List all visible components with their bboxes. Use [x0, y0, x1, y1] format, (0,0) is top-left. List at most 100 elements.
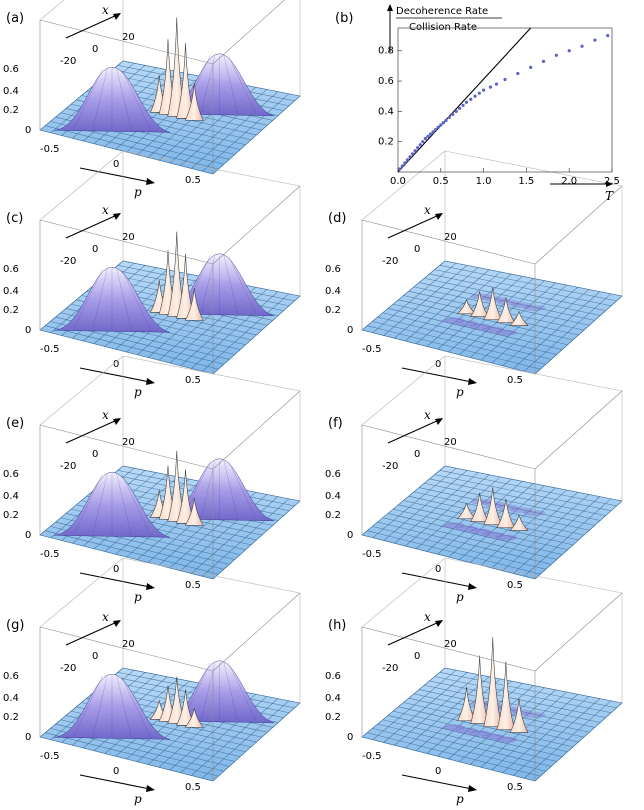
p-axis-arrowhead — [146, 378, 155, 385]
z-tick-label: 0.6 — [325, 264, 341, 275]
y-axis-arrowhead — [387, 4, 393, 11]
p-tick-label: -0.5 — [362, 751, 382, 762]
panel-e: (e) 0.6 0.4 0.2 0 20 0 -20 -0.5 0 0.5 x p — [3, 355, 301, 604]
p-tick-label: 0 — [113, 766, 119, 777]
y-tick-label: 0.4 — [378, 106, 394, 117]
x-axis-arrow — [65, 14, 118, 39]
data-point — [418, 143, 422, 147]
gaussian-hump-back — [164, 253, 275, 317]
p-axis-arrowhead — [468, 378, 477, 385]
x-axis-arrowhead — [113, 620, 121, 627]
data-point — [413, 149, 417, 153]
panel-f: (f) 0.6 0.4 0.2 0 20 0 -20 -0.5 0 0.5 x p — [325, 355, 623, 604]
x-tick-label: 20 — [122, 639, 135, 650]
y-tick-label: 0.6 — [378, 76, 394, 87]
z-tick-label: 0.4 — [3, 286, 19, 297]
p-axis-name: p — [456, 385, 464, 399]
data-point — [454, 109, 458, 113]
data-point — [606, 33, 610, 38]
x-axis-arrow — [65, 419, 118, 444]
data-point — [410, 152, 415, 156]
p-axis-arrow — [79, 774, 151, 790]
gaussian-hump-front — [53, 674, 171, 740]
x-axis-arrow — [387, 621, 440, 646]
z-tick-label: 0.2 — [3, 305, 19, 316]
x-axis-arrowhead — [113, 418, 121, 425]
p-tick-label: 0.5 — [507, 375, 523, 386]
p-tick-label: -0.5 — [40, 344, 60, 355]
x-tick-label: -20 — [382, 461, 398, 472]
z-tick-label: 0.2 — [3, 105, 19, 116]
data-point — [482, 88, 486, 92]
p-axis-arrowhead — [468, 583, 477, 590]
bounding-box-front — [361, 185, 623, 374]
data-point — [439, 123, 443, 127]
data-point — [408, 155, 412, 159]
z-tick-label: 0.6 — [3, 64, 19, 75]
gaussian-hump-front — [53, 472, 171, 538]
p-axis-arrow — [401, 774, 473, 790]
p-tick-label: -0.5 — [362, 549, 382, 560]
z-tick-label: 0.6 — [3, 264, 19, 275]
panel-h: (h) 0.6 0.4 0.2 0 20 0 -20 -0.5 0 0.5 x p — [325, 557, 623, 806]
interference-fringes — [442, 487, 546, 541]
x-tick-label: 0 — [92, 244, 98, 255]
z-tick-label: 0 — [25, 125, 31, 136]
x-tick-label: -20 — [382, 256, 398, 267]
panel-label-b: (b) — [335, 11, 353, 26]
p-tick-label: -0.5 — [40, 144, 60, 155]
reference-line — [397, 27, 532, 173]
z-tick-label: 0.6 — [3, 469, 19, 480]
data-point — [436, 125, 440, 129]
bounding-box-back — [361, 150, 623, 296]
data-point — [451, 112, 455, 116]
z-tick-label: 0 — [25, 732, 31, 743]
x-tick-label: 20 — [444, 437, 457, 448]
z-tick-label: 0.4 — [3, 86, 19, 97]
x-tick-label: 20 — [444, 639, 457, 650]
data-point — [488, 85, 493, 89]
data-point — [398, 167, 402, 171]
z-tick-label: 0.4 — [3, 491, 19, 502]
p-tick-label: -0.5 — [40, 549, 60, 560]
panel-label-f: (f) — [328, 416, 343, 431]
panel-label-g: (g) — [6, 618, 24, 633]
p-tick-label: -0.5 — [362, 344, 382, 355]
z-tick-label: 0.4 — [325, 693, 341, 704]
panel-label-e: (e) — [6, 416, 24, 431]
data-point — [421, 140, 425, 144]
interference-fringes — [442, 637, 546, 743]
x-axis-arrow — [387, 419, 440, 444]
data-point — [400, 164, 404, 168]
x-tick-label: 20 — [444, 232, 457, 243]
p-tick-label: -0.5 — [40, 751, 60, 762]
x-axis-name: x — [424, 610, 431, 624]
data-point — [431, 130, 435, 134]
p-tick-label: 0 — [113, 159, 119, 170]
data-point — [503, 77, 507, 82]
panel-c: (c) 0.6 0.4 0.2 0 20 0 -20 -0.5 0 0.5 x p — [3, 150, 301, 399]
x-tick-label: 0 — [414, 449, 420, 460]
data-point — [541, 59, 546, 63]
z-tick-label: 0.2 — [325, 305, 341, 316]
panel-a: (a) 0.6 0.4 0.2 0 20 0 -20 -0.5 0 0.5 x p — [3, 0, 301, 199]
data-point — [405, 158, 410, 162]
bounding-box-back — [39, 355, 301, 501]
x-axis-arrow — [65, 214, 118, 239]
y-label-denominator: Collision Rate — [409, 22, 477, 33]
x-axis-name: x — [102, 3, 109, 17]
p-axis-name: p — [134, 792, 142, 806]
decoherence-rate-chart: (b) Decoherence Rate Collision Rate 0.0 0… — [335, 4, 620, 203]
bounding-box-front — [39, 592, 301, 781]
x-tick-label: 0 — [414, 244, 420, 255]
bounding-box-front — [361, 390, 623, 579]
data-point — [426, 134, 430, 138]
data-point — [458, 106, 462, 110]
p-tick-label: 0.5 — [507, 782, 523, 793]
z-tick-label: 0.4 — [325, 491, 341, 502]
p-tick-label: 0.5 — [507, 580, 523, 591]
z-tick-label: 0.2 — [3, 510, 19, 521]
data-point — [441, 121, 445, 125]
p-axis-arrowhead — [146, 178, 155, 185]
